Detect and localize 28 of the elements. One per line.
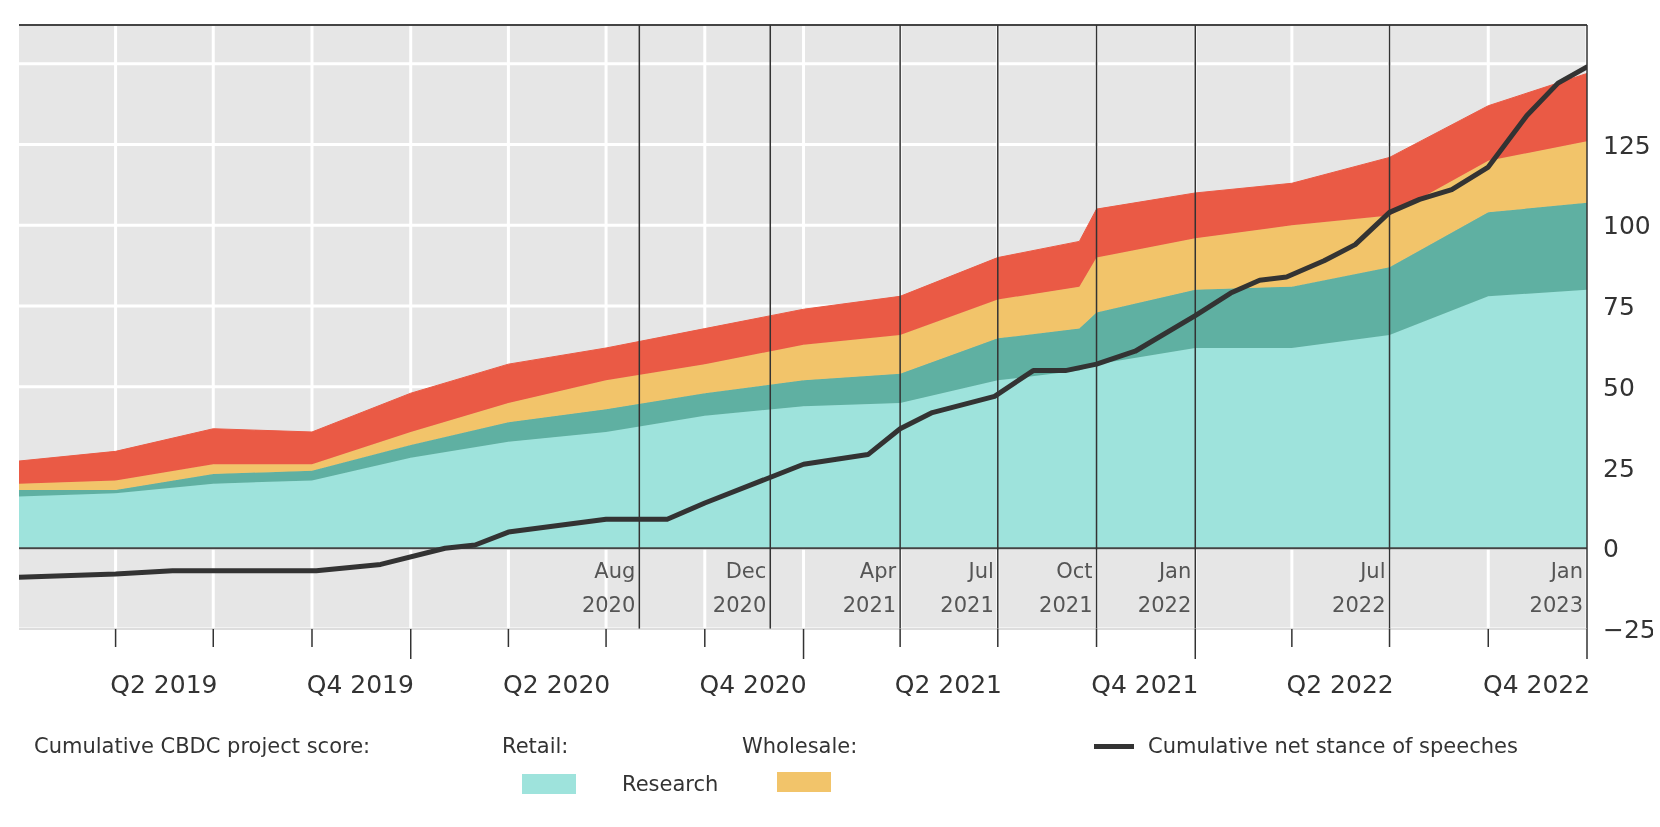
ref-line-label: Aug 2020 bbox=[581, 559, 636, 618]
ref-line-label: Dec 2020 bbox=[712, 559, 767, 618]
ref-line-label: Apr 2021 bbox=[842, 559, 897, 618]
y-tick-label: 25 bbox=[1603, 453, 1635, 483]
ref-line-label: Jan 2023 bbox=[1529, 559, 1583, 618]
x-tick-label: Q2 2022 bbox=[1286, 670, 1394, 699]
x-tick-label: Q2 2019 bbox=[110, 670, 218, 699]
y-tick-label: −25 bbox=[1603, 615, 1656, 644]
y-tick-label: 0 bbox=[1603, 534, 1619, 564]
ref-line-label: Jan 2022 bbox=[1137, 559, 1192, 618]
y-tick-label: 100 bbox=[1603, 211, 1651, 241]
ref-line-label: Jul 2021 bbox=[940, 559, 994, 618]
text: Retail: bbox=[502, 734, 569, 758]
legend-label: Cumulative net stance of speeches bbox=[1147, 734, 1518, 758]
x-tick-label: Q2 2020 bbox=[503, 670, 611, 699]
ref-line-label: Oct 2021 bbox=[1039, 559, 1093, 618]
legend-title: Cumulative CBDC project score: bbox=[34, 734, 371, 758]
x-tick-label: Q4 2022 bbox=[1482, 670, 1591, 699]
x-tick-label: Q4 2020 bbox=[699, 670, 807, 699]
x-tick-label: Q4 2021 bbox=[1091, 670, 1199, 699]
ref-line-label: Jul 2022 bbox=[1332, 559, 1386, 618]
legend-label: Research bbox=[622, 772, 719, 796]
y-tick-label: 125 bbox=[1603, 130, 1651, 160]
text: Wholesale: bbox=[742, 734, 858, 758]
x-tick-label: Q2 2021 bbox=[894, 670, 1002, 699]
x-tick-label: Q4 2019 bbox=[306, 670, 414, 699]
y-tick-label: 50 bbox=[1603, 372, 1635, 402]
y-tick-label: 75 bbox=[1603, 292, 1635, 322]
